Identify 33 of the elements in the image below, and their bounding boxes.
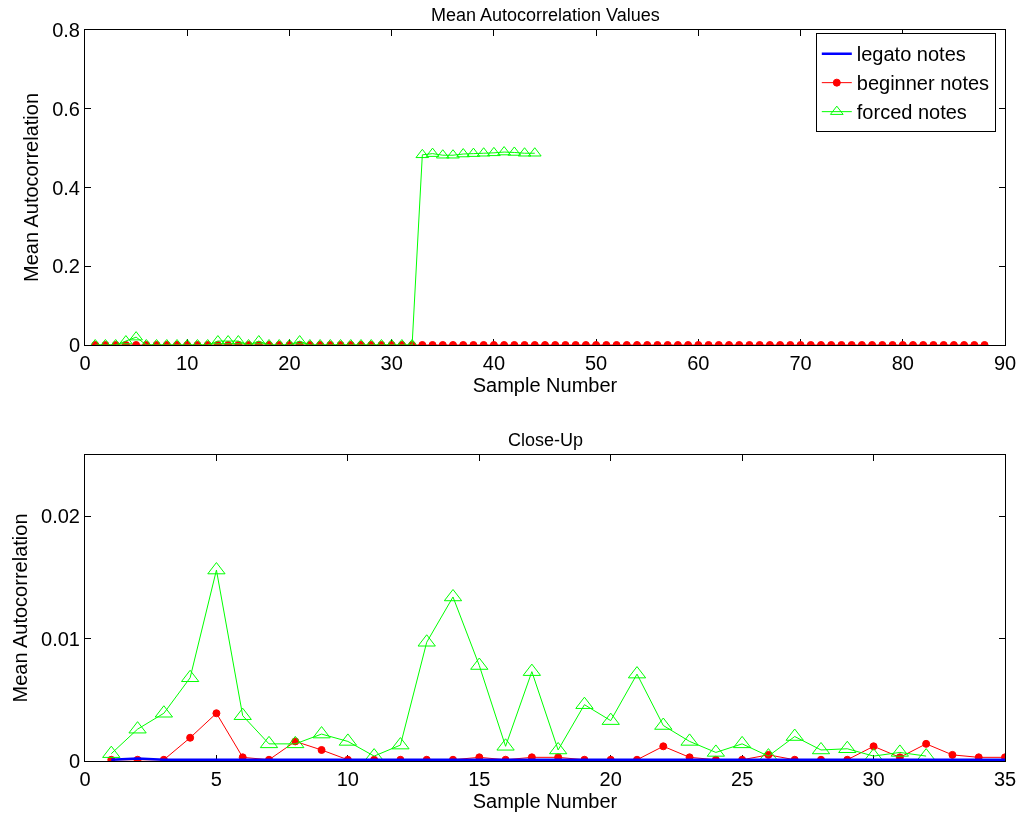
x-tick-label: 5 — [210, 768, 222, 790]
x-tick-label: 10 — [336, 768, 359, 790]
x-tick-label: 30 — [380, 352, 403, 374]
x-tick-label: 20 — [278, 352, 301, 374]
x-tick-label: 80 — [891, 352, 914, 374]
legend-label: legato notes — [856, 43, 966, 66]
y-axis-title: Mean Autocorrelation — [8, 513, 31, 703]
chart-title: Mean Autocorrelation Values — [431, 5, 660, 25]
x-tick-label: 40 — [482, 352, 506, 374]
x-tick-label: 20 — [599, 768, 622, 790]
x-axis-title: Sample Number — [472, 374, 618, 396]
x-tick-label: 50 — [584, 352, 608, 374]
x-tick-label: 25 — [731, 768, 754, 790]
y-tick-label: 0.01 — [41, 627, 80, 650]
legend-label: forced notes — [856, 101, 967, 124]
y-tick-label: 0.8 — [52, 19, 80, 41]
x-tick-label: 10 — [176, 352, 199, 374]
legend-label: beginner notes — [856, 72, 990, 95]
y-tick-label: 0.6 — [52, 97, 80, 120]
y-axis-title: Mean Autocorrelation — [19, 92, 42, 283]
x-tick-label: 70 — [789, 352, 812, 374]
x-tick-label: 35 — [993, 768, 1017, 790]
y-tick-label: 0 — [68, 334, 80, 356]
y-tick-label: 0 — [68, 750, 80, 772]
chart-title: Close-Up — [508, 430, 584, 450]
x-tick-label: 60 — [687, 352, 710, 374]
x-axis-title: Sample Number — [472, 790, 618, 812]
y-tick-label: 0.2 — [52, 255, 80, 278]
x-tick-label: 90 — [993, 352, 1017, 374]
x-tick-label: 15 — [468, 768, 491, 790]
x-tick-label: 30 — [862, 768, 885, 790]
y-tick-label: 0.4 — [52, 176, 80, 199]
y-tick-label: 0.02 — [41, 505, 80, 528]
